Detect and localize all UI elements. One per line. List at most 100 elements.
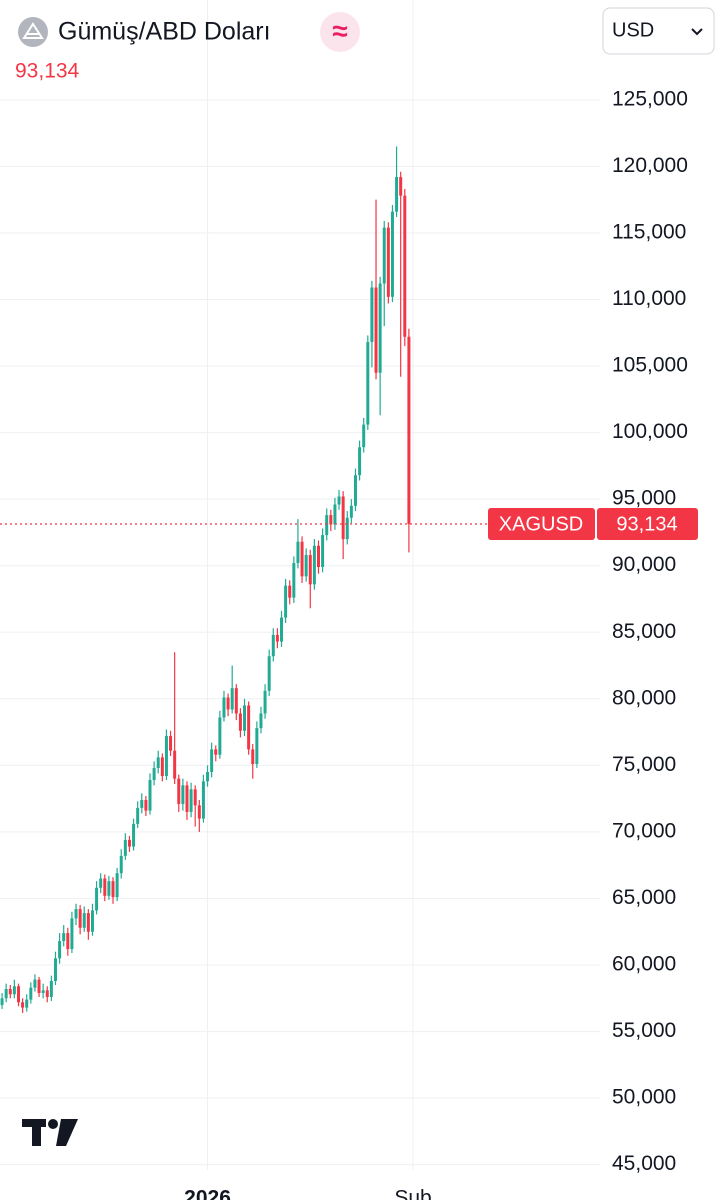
x-tick-label: 2026 (184, 1187, 231, 1200)
candle-body (41, 990, 45, 993)
candle-body (321, 535, 325, 568)
candle-body (304, 555, 308, 577)
candle-body (111, 881, 115, 898)
x-tick-label: Şub (394, 1187, 431, 1200)
candle-body (263, 690, 267, 714)
candle-body (33, 979, 37, 988)
y-tick-label: 125,000 (612, 87, 688, 110)
candle-body (0, 998, 4, 1005)
candle-body (403, 195, 407, 337)
y-tick-label: 50,000 (612, 1086, 676, 1109)
candle-body (226, 697, 230, 710)
candle-body (292, 563, 296, 598)
candle-body (210, 749, 214, 773)
candle-body (399, 177, 403, 196)
y-tick-label: 95,000 (612, 487, 676, 510)
candle-body (185, 785, 189, 812)
candle-body (316, 545, 320, 568)
candle-body (366, 342, 370, 425)
candle-body (341, 496, 345, 540)
candle-body (284, 585, 288, 618)
candle-body (95, 887, 99, 911)
candle-body (99, 878, 103, 888)
candle-body (152, 768, 156, 780)
candle-body (349, 505, 353, 518)
symbol-tag-label: XAGUSD (499, 513, 583, 535)
currency-box[interactable] (602, 7, 715, 55)
candle-body (144, 799, 148, 811)
candle-body (74, 909, 78, 919)
candle-body (53, 958, 57, 981)
symbol-logo-mark (22, 22, 44, 39)
candle-body (193, 789, 197, 806)
candle-body (288, 585, 292, 598)
candle-body (382, 227, 386, 284)
candle-body (12, 986, 16, 995)
candle-body (103, 878, 107, 896)
y-tick-label: 100,000 (612, 420, 688, 443)
candle-body (255, 728, 259, 765)
candle-body (201, 781, 205, 819)
y-tick-label: 105,000 (612, 354, 688, 377)
candle-body (390, 211, 394, 297)
y-tick-label: 60,000 (612, 953, 676, 976)
candle-body (148, 780, 152, 811)
price-tag (597, 507, 698, 540)
chevron[interactable] (691, 28, 703, 36)
candle-body (169, 736, 173, 751)
candle-body (160, 757, 164, 777)
y-tick-label: 115,000 (612, 220, 686, 243)
candle-body (267, 656, 271, 691)
candle-body (374, 287, 378, 373)
y-tick-label: 85,000 (612, 620, 676, 643)
candles (0, 146, 411, 1013)
candle-body (214, 749, 218, 755)
y-tick-label: 90,000 (612, 553, 676, 576)
y-tick-label: 65,000 (612, 886, 676, 909)
last-price: 93,134 (15, 60, 80, 83)
candle-body (247, 705, 251, 750)
candle-body (345, 517, 349, 540)
candle-body (259, 713, 263, 729)
candle-body (243, 705, 247, 731)
candle-body (90, 910, 94, 932)
tv-logo (22, 1119, 78, 1146)
candle-body (407, 336, 411, 524)
candle-body (189, 789, 193, 812)
logo-part (56, 1119, 78, 1146)
candle-body (386, 227, 390, 297)
currency-label[interactable]: USD (612, 19, 654, 41)
badge (320, 12, 360, 52)
y-tick-label: 80,000 (612, 686, 676, 709)
candle-body (337, 496, 341, 505)
candle-body (62, 933, 66, 942)
candle-body (132, 823, 136, 847)
candle-body (29, 987, 33, 1000)
candle-body (300, 541, 304, 577)
candle-body (230, 688, 234, 710)
candle-body (25, 999, 29, 1008)
symbol-logo (18, 17, 48, 47)
candle-body (82, 913, 86, 928)
candle-body (362, 424, 366, 448)
candle-body (197, 805, 201, 819)
candle-body (78, 909, 82, 928)
candle-body (156, 757, 160, 769)
candle-body (358, 447, 362, 476)
candle-body (123, 839, 127, 856)
candle-body (378, 283, 382, 373)
grid (0, 0, 600, 1170)
candle-body (119, 855, 123, 874)
currency-select[interactable]: USD (602, 7, 715, 55)
candle-body (70, 918, 74, 950)
symbol-tag (488, 507, 595, 540)
candle-body (370, 287, 374, 343)
candle-body (177, 778, 181, 804)
price-tag-label: 93,134 (616, 513, 677, 535)
candle-body (173, 750, 177, 779)
candle-body (8, 988, 12, 995)
candle-body (140, 799, 144, 808)
y-tick-label: 55,000 (612, 1019, 676, 1042)
logo-part (48, 1119, 58, 1129)
